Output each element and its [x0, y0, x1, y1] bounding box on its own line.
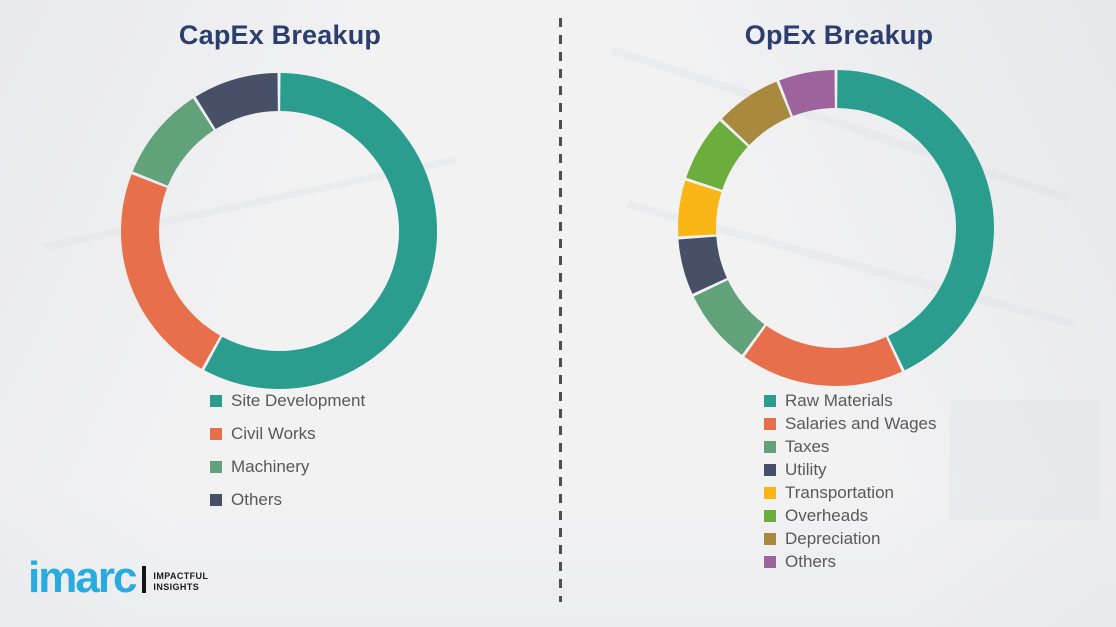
donut-segment-machinery: [132, 98, 215, 187]
logo-divider-bar: [142, 566, 147, 593]
legend-item-taxes: Taxes: [764, 437, 937, 457]
legend-item-others-opex: Others: [764, 552, 937, 572]
donut-segment-civil-works: [121, 174, 221, 369]
legend-label: Machinery: [231, 457, 310, 476]
legend-label: Utility: [785, 460, 827, 479]
donut-segment-utility: [678, 236, 728, 294]
legend-swatch-raw-materials: [764, 395, 776, 407]
background-watermark: [950, 400, 1100, 520]
legend-swatch-site-development: [210, 395, 222, 407]
legend-item-utility: Utility: [764, 460, 937, 480]
legend-swatch-taxes: [764, 441, 776, 453]
legend-swatch-civil-works: [210, 428, 222, 440]
capex-donut-chart: [121, 73, 437, 389]
logo-tagline: IMPACTFUL INSIGHTS: [153, 571, 208, 593]
opex-donut-chart: [678, 70, 994, 386]
legend-swatch-utility: [764, 464, 776, 476]
legend-label: Salaries and Wages: [785, 414, 937, 433]
legend-item-site-development: Site Development: [210, 391, 365, 411]
donut-segment-transportation: [678, 180, 722, 237]
legend-item-transportation: Transportation: [764, 483, 937, 503]
legend-item-raw-materials: Raw Materials: [764, 391, 937, 411]
legend-label: Civil Works: [231, 424, 316, 443]
legend-label: Taxes: [785, 437, 830, 456]
legend-item-overheads: Overheads: [764, 506, 937, 526]
legend-item-salaries-and-wages: Salaries and Wages: [764, 414, 937, 434]
legend-swatch-machinery: [210, 461, 222, 473]
legend-label: Overheads: [785, 506, 869, 525]
capex-chart-title: CapEx Breakup: [178, 20, 382, 50]
donut-segment-others: [195, 73, 279, 130]
capex-legend: Site Development Civil Works Machinery O…: [210, 391, 365, 510]
logo-tagline-line1: IMPACTFUL: [153, 571, 209, 581]
donut-segment-raw-materials: [836, 70, 994, 371]
legend-item-machinery: Machinery: [210, 457, 365, 477]
legend-swatch-overheads: [764, 510, 776, 522]
donut-segment-salaries-and-wages: [744, 325, 902, 386]
donut-segment-site-development: [204, 73, 437, 389]
imarc-logo: imarc IMPACTFUL INSIGHTS: [28, 556, 208, 600]
legend-item-civil-works: Civil Works: [210, 424, 365, 444]
legend-label: Transportation: [785, 483, 894, 502]
legend-label: Others: [231, 490, 283, 509]
legend-item-others-capex: Others: [210, 490, 365, 510]
legend-item-depreciation: Depreciation: [764, 529, 937, 549]
donut-segment-depreciation: [721, 81, 792, 146]
legend-label: Others: [785, 552, 837, 571]
legend-swatch-salaries-and-wages: [764, 418, 776, 430]
donut-segment-overheads: [686, 120, 749, 191]
opex-chart-title: OpEx Breakup: [744, 20, 934, 50]
donut-segment-others: [779, 70, 836, 117]
legend-label: Raw Materials: [785, 391, 893, 410]
opex-legend: Raw Materials Salaries and Wages Taxes U…: [764, 391, 937, 572]
legend-swatch-transportation: [764, 487, 776, 499]
legend-swatch-depreciation: [764, 533, 776, 545]
legend-swatch-others-capex: [210, 494, 222, 506]
legend-swatch-others-opex: [764, 556, 776, 568]
logo-tagline-line2: INSIGHTS: [153, 582, 200, 592]
legend-label: Site Development: [231, 391, 366, 410]
imarc-wordmark: imarc: [28, 553, 137, 602]
vertical-dashed-divider: [559, 18, 562, 602]
legend-label: Depreciation: [785, 529, 881, 548]
donut-segment-taxes: [693, 279, 766, 355]
